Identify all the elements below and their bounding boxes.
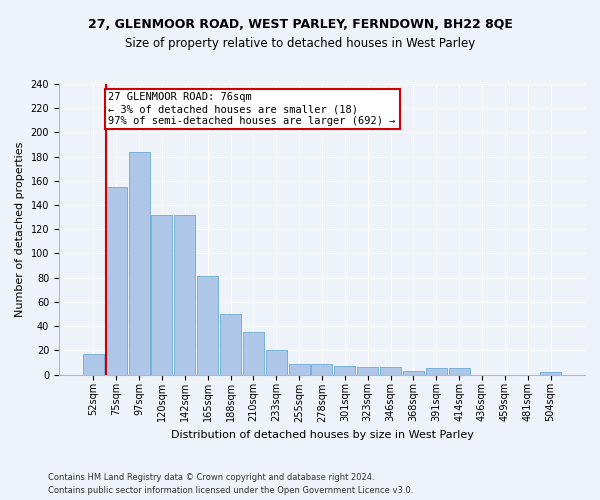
Text: Contains public sector information licensed under the Open Government Licence v3: Contains public sector information licen… <box>48 486 413 495</box>
Bar <box>426 368 447 374</box>
Text: 27 GLENMOOR ROAD: 76sqm
← 3% of detached houses are smaller (18)
97% of semi-det: 27 GLENMOOR ROAD: 76sqm ← 3% of detached… <box>109 92 396 126</box>
Bar <box>174 214 195 374</box>
Bar <box>357 368 378 374</box>
Bar <box>289 364 310 374</box>
Bar <box>220 314 241 374</box>
Bar <box>266 350 287 374</box>
Bar <box>540 372 561 374</box>
Bar <box>334 366 355 374</box>
Bar <box>243 332 264 374</box>
Bar <box>106 187 127 374</box>
Text: Size of property relative to detached houses in West Parley: Size of property relative to detached ho… <box>125 38 475 51</box>
Bar <box>197 276 218 374</box>
Bar <box>380 368 401 374</box>
Bar <box>128 152 149 374</box>
Bar <box>151 214 172 374</box>
Bar <box>83 354 104 374</box>
Bar <box>449 368 470 374</box>
Text: Contains HM Land Registry data © Crown copyright and database right 2024.: Contains HM Land Registry data © Crown c… <box>48 472 374 482</box>
Y-axis label: Number of detached properties: Number of detached properties <box>15 142 25 317</box>
Bar <box>403 371 424 374</box>
X-axis label: Distribution of detached houses by size in West Parley: Distribution of detached houses by size … <box>170 430 473 440</box>
Bar <box>311 364 332 374</box>
Text: 27, GLENMOOR ROAD, WEST PARLEY, FERNDOWN, BH22 8QE: 27, GLENMOOR ROAD, WEST PARLEY, FERNDOWN… <box>88 18 512 30</box>
